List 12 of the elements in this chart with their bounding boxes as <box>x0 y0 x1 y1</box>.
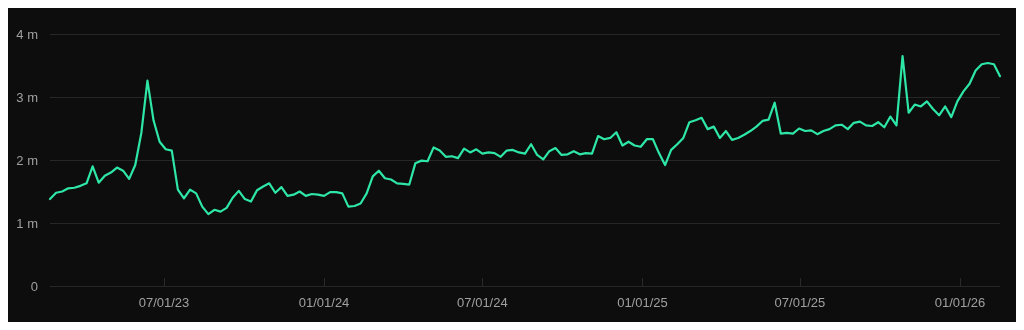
y-tick-label: 0 <box>30 278 38 294</box>
x-tick-label: 01/01/26 <box>934 295 986 310</box>
y-tick-label: 1 m <box>16 215 38 231</box>
y-tick-label: 4 m <box>16 26 38 42</box>
x-tick-label: 07/01/23 <box>138 295 190 310</box>
y-tick-label: 3 m <box>16 89 38 105</box>
line-series <box>48 54 1002 216</box>
y-tick-label: 2 m <box>16 152 38 168</box>
x-tick-label: 01/01/24 <box>298 295 350 310</box>
x-tick-label: 07/01/25 <box>774 295 826 310</box>
x-tick-label: 07/01/24 <box>457 295 508 310</box>
x-tick-label: 01/01/25 <box>617 295 668 310</box>
